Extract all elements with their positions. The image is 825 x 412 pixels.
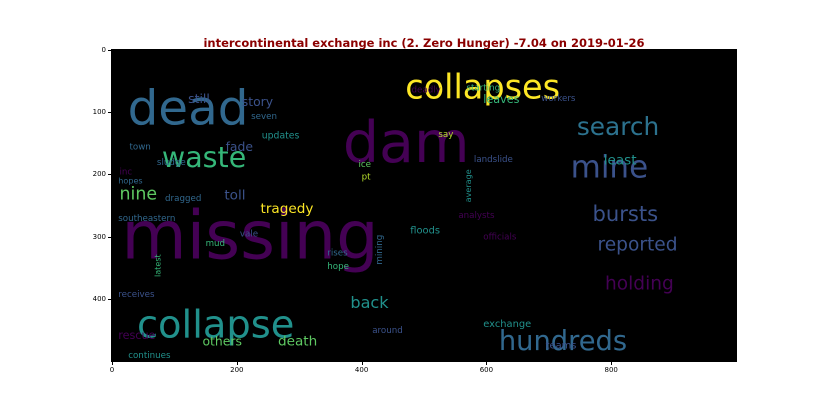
- word-around: around: [372, 326, 403, 336]
- word-toll: toll: [224, 187, 245, 203]
- x-tick: [486, 361, 488, 365]
- word-say: say: [438, 130, 453, 140]
- word-continues: continues: [128, 351, 171, 361]
- word-story: story: [242, 94, 273, 109]
- x-tick-label: 0: [109, 366, 115, 374]
- word-fade: fade: [226, 139, 253, 154]
- y-tick-label: 0: [101, 46, 106, 54]
- word-nine: nine: [119, 184, 157, 204]
- y-tick: [108, 174, 112, 176]
- x-tick: [611, 361, 613, 365]
- y-tick-label: 300: [92, 232, 106, 241]
- word-vale: vale: [240, 230, 258, 240]
- y-tick: [108, 112, 112, 114]
- word-starting: starting: [466, 83, 500, 93]
- word-death: death: [278, 333, 317, 349]
- word-sludge: sludge: [157, 158, 186, 168]
- word-analysts: analysts: [458, 211, 495, 221]
- y-tick-label: 400: [92, 294, 106, 303]
- word-floods: floods: [410, 225, 440, 236]
- wordcloud-svg: missing dam dead collapses collapse mine searc…: [118, 68, 677, 361]
- word-still: still: [188, 91, 210, 106]
- word-hundreds: hundreds: [499, 326, 627, 357]
- axis-left: [111, 50, 112, 362]
- axis-right: [736, 50, 737, 362]
- word-rescue: rescue: [118, 329, 155, 342]
- word-southeastern: southeastern: [118, 214, 175, 224]
- y-tick: [108, 236, 112, 238]
- x-tick-label: 400: [354, 366, 369, 374]
- word-search: search: [577, 112, 659, 141]
- word-teams: teams: [546, 341, 577, 352]
- word-missing: missing: [121, 196, 378, 274]
- word-town: town: [129, 143, 150, 153]
- word-tragedy: tragedy: [261, 201, 314, 217]
- word-exchange: exchange: [483, 319, 531, 330]
- word-average: average: [463, 169, 473, 202]
- wordcloud-plot-area: missing dam dead collapses collapse mine searc…: [112, 50, 736, 361]
- word-collapses: collapses: [405, 68, 560, 107]
- word-pt: pt: [362, 172, 372, 182]
- word-bursts: bursts: [592, 201, 658, 226]
- word-hope: hope: [327, 262, 349, 272]
- word-deadly: deadly: [412, 85, 441, 95]
- x-tick: [236, 361, 238, 365]
- word-mud: mud: [206, 239, 225, 249]
- word-latest: latest: [153, 254, 163, 277]
- x-tick-label: 600: [479, 366, 494, 374]
- chart-title: intercontinental exchange inc (2. Zero H…: [203, 36, 645, 50]
- word-dragged: dragged: [165, 194, 201, 204]
- word-hopes: hopes: [118, 176, 142, 186]
- word-least: least: [604, 152, 637, 168]
- word-ice: ice: [358, 160, 371, 170]
- word-landslide: landslide: [474, 155, 513, 165]
- word-collapse: collapse: [137, 302, 294, 347]
- axis-top: [111, 49, 737, 50]
- word-updates: updates: [262, 130, 300, 141]
- word-back: back: [350, 293, 389, 312]
- word-leaves: leaves: [483, 93, 519, 106]
- x-tick-label: 200: [230, 366, 244, 374]
- word-reported: reported: [597, 234, 677, 255]
- word-rises: rises: [327, 248, 348, 258]
- word-officials: officials: [483, 233, 517, 243]
- y-tick: [108, 50, 112, 51]
- word-others: others: [202, 333, 241, 348]
- word-dam: dam: [343, 110, 470, 176]
- word-receives: receives: [118, 290, 155, 300]
- word-mining: mining: [375, 235, 385, 265]
- word-holding: holding: [605, 273, 674, 294]
- y-tick-label: 200: [92, 170, 106, 179]
- x-tick: [361, 361, 363, 365]
- word-waste: waste: [162, 141, 246, 174]
- word-seven: seven: [251, 112, 277, 122]
- y-tick: [108, 298, 112, 300]
- word-workers: workers: [541, 94, 576, 104]
- y-tick-label: 100: [92, 108, 106, 117]
- word-dead: dead: [128, 81, 249, 137]
- x-tick: [112, 361, 113, 365]
- axis-bottom: [111, 361, 737, 362]
- word-mine: mine: [571, 150, 649, 186]
- x-tick-label: 800: [604, 366, 618, 374]
- word-inc: inc: [119, 167, 132, 177]
